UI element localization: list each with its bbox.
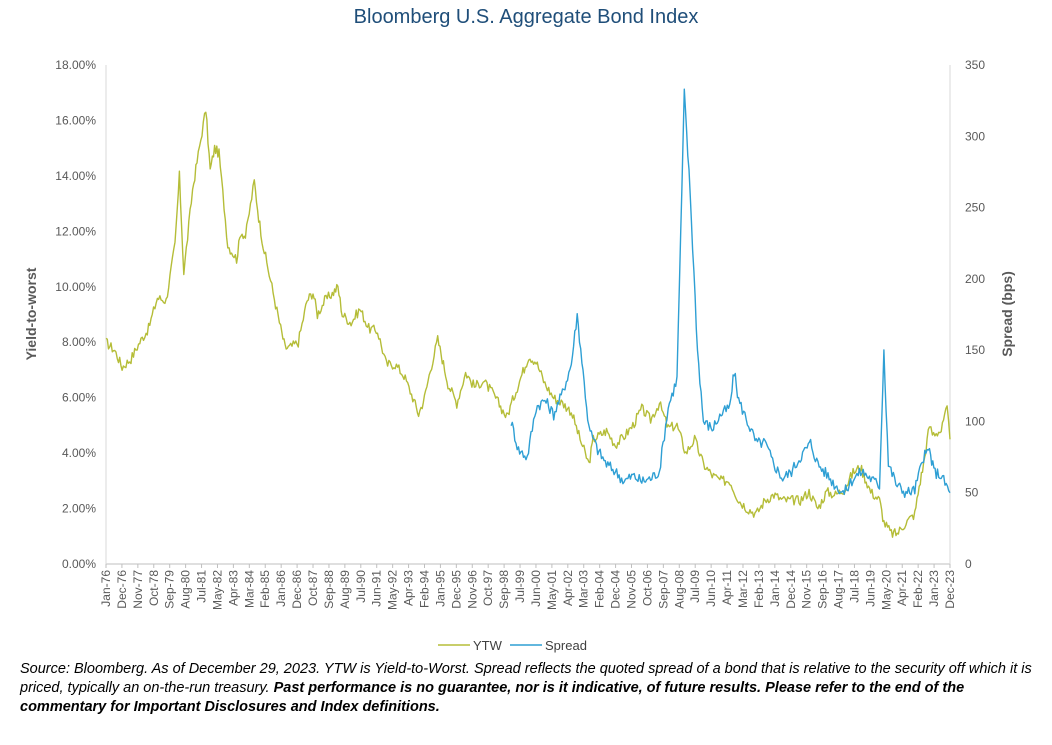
x-tick-label: Oct-06: [640, 570, 654, 606]
y2-tick-label: 50: [965, 486, 979, 500]
x-tick-label: Mar-03: [577, 570, 591, 608]
x-tick-label: Sep-88: [322, 570, 336, 609]
x-tick-label: Oct-87: [306, 570, 320, 606]
series-layer: [105, 88, 951, 538]
x-tick-label: Feb-04: [593, 570, 607, 608]
y-tick-label: 14.00%: [55, 169, 96, 183]
x-tick-label: May-01: [545, 570, 559, 610]
y-tick-label: 18.00%: [55, 58, 96, 72]
y2-tick-label: 200: [965, 272, 985, 286]
y-tick-label: 16.00%: [55, 113, 96, 127]
y-tick-label: 12.00%: [55, 224, 96, 238]
x-tick-label: Nov-05: [625, 570, 639, 609]
x-tick-label: May-82: [210, 570, 224, 610]
x-tick-label: Apr-21: [895, 570, 909, 606]
x-tick-label: Nov-77: [131, 570, 145, 609]
x-tick-label: May-92: [386, 570, 400, 610]
x-tick-label: Sep-98: [497, 570, 511, 609]
x-tick-label: Feb-22: [911, 570, 925, 608]
x-tick-label: Jun-10: [704, 570, 718, 607]
x-tick-label: May-20: [879, 570, 893, 610]
y2-tick-label: 150: [965, 343, 985, 357]
legend: YTW Spread: [438, 638, 587, 653]
x-tick-label: Jan-86: [274, 570, 288, 607]
x-tick-label: Sep-79: [163, 570, 177, 609]
y-tick-label: 8.00%: [62, 335, 96, 349]
x-tick-label: Nov-15: [800, 570, 814, 609]
chart-title: Bloomberg U.S. Aggregate Bond Index: [353, 6, 699, 28]
x-tick-label: Jun-91: [370, 570, 384, 607]
y-tick-label: 2.00%: [62, 502, 96, 516]
x-tick-label: Oct-78: [147, 570, 161, 606]
y2-axis-ticks: 0 50 100 150 200 250 300 350: [965, 58, 985, 571]
y-tick-label: 10.00%: [55, 280, 96, 294]
x-tick-label: Feb-85: [258, 570, 272, 608]
y2-tick-label: 0: [965, 557, 972, 571]
x-axis-ticks: Jan-76 Dec-76 Nov-77 Oct-78 Sep-79 Aug-80 Jul-…: [99, 564, 957, 610]
source-note-disclaimer: Past performance is no guarantee, nor is…: [20, 680, 965, 715]
x-tick-label: Mar-84: [242, 570, 256, 608]
y-tick-label: 0.00%: [62, 557, 96, 571]
y2-axis-title: Spread (bps): [999, 271, 1015, 357]
x-tick-label: Apr-93: [402, 570, 416, 606]
series-line-ytw: [105, 111, 951, 538]
x-tick-label: Apr-83: [226, 570, 240, 606]
legend-label-ytw: YTW: [473, 638, 503, 653]
source-note: Source: Bloomberg. As of December 29, 20…: [20, 660, 1040, 717]
y2-tick-label: 300: [965, 129, 985, 143]
x-tick-label: Dec-86: [290, 570, 304, 609]
x-tick-label: Jul-90: [354, 570, 368, 603]
x-tick-label: Aug-08: [672, 570, 686, 609]
y2-tick-label: 250: [965, 201, 985, 215]
x-tick-label: Aug-89: [338, 570, 352, 609]
y2-tick-label: 350: [965, 58, 985, 72]
x-tick-label: Jan-23: [927, 570, 941, 607]
x-tick-label: Dec-23: [943, 570, 957, 609]
x-tick-label: Dec-04: [609, 570, 623, 609]
x-tick-label: Aug-80: [179, 570, 193, 609]
x-tick-label: Oct-97: [481, 570, 495, 606]
y2-tick-label: 100: [965, 414, 985, 428]
x-tick-label: Dec-76: [115, 570, 129, 609]
x-tick-label: Jul-18: [847, 570, 861, 603]
x-tick-label: Apr-02: [561, 570, 575, 606]
x-tick-label: Sep-16: [816, 570, 830, 609]
x-tick-label: Mar-12: [736, 570, 750, 608]
source-note-text: Source: Bloomberg. As of December 29, 20…: [20, 661, 1032, 696]
x-tick-label: Feb-94: [417, 570, 431, 608]
x-tick-label: Jul-99: [513, 570, 527, 603]
chart-area: 0.00% 2.00% 4.00% 6.00% 8.00% 10.00% 12.00% 14.…: [23, 58, 1015, 653]
series-line-spread: [510, 88, 951, 498]
x-tick-label: Jul-81: [195, 570, 209, 603]
x-tick-label: Dec-95: [449, 570, 463, 609]
x-tick-label: Jan-14: [768, 570, 782, 607]
x-tick-label: Aug-17: [832, 570, 846, 609]
legend-label-spread: Spread: [545, 638, 587, 653]
y-axis-ticks: 0.00% 2.00% 4.00% 6.00% 8.00% 10.00% 12.00% 14.…: [55, 58, 96, 571]
x-tick-label: Jun-00: [529, 570, 543, 607]
x-tick-label: Nov-96: [465, 570, 479, 609]
x-tick-label: Jan-95: [433, 570, 447, 607]
x-tick-label: Feb-13: [752, 570, 766, 608]
x-tick-label: Jul-09: [688, 570, 702, 603]
y-tick-label: 6.00%: [62, 391, 96, 405]
x-tick-label: Sep-07: [656, 570, 670, 609]
x-tick-label: Dec-14: [784, 570, 798, 609]
y-axis-title: Yield-to-worst: [23, 267, 39, 360]
x-tick-label: Apr-11: [720, 570, 734, 605]
y-tick-label: 4.00%: [62, 446, 96, 460]
x-tick-label: Jun-19: [863, 570, 877, 607]
x-tick-label: Jan-76: [99, 570, 113, 607]
